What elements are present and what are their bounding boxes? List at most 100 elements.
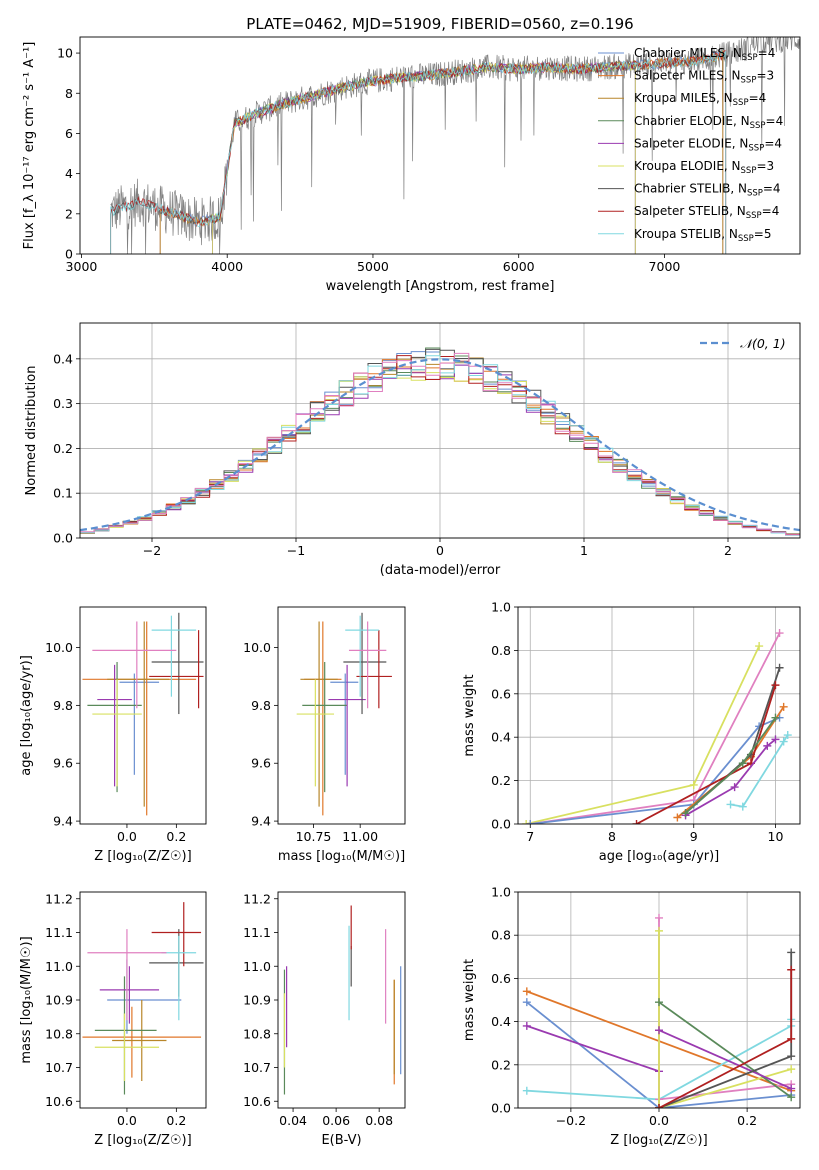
- weight-marker: [655, 998, 663, 1007]
- x-tick-label: 0.0: [649, 1113, 669, 1128]
- weight-marker: [522, 1086, 531, 1095]
- weight-marker: [771, 735, 780, 744]
- legend-label-sub: SSP: [733, 98, 749, 108]
- legend-label-tail: =5: [754, 227, 772, 241]
- legend-label-sub: SSP: [741, 166, 757, 176]
- legend-label: 𝒩(0, 1): [740, 336, 786, 351]
- legend-label: Chabrier MILES, NSSP=4: [634, 46, 775, 63]
- legend-label: Chabrier STELIB, NSSP=4: [634, 182, 781, 199]
- weight-marker: [755, 642, 764, 651]
- weight-line: [525, 645, 760, 824]
- age-vs-mass-panel: 10.75 11.00 9.4 9.6 9.8 10.0 mass [log₁₀(M/M☉)…: [243, 606, 406, 864]
- x-tick-label: −0.2: [556, 1113, 586, 1128]
- y-tick-label: 0.2: [53, 441, 73, 456]
- axes-frame: [277, 606, 406, 825]
- y-axis-label: age [log₁₀(age/yr)]: [19, 655, 34, 776]
- y-tick-label: 10.7: [45, 1060, 73, 1075]
- weight-marker: [681, 809, 690, 818]
- weight-vs-z-panel: −0.2 0.0 0.2 0.0 0.2 0.4 0.6 0.8 1.0 Z [log₁₀(Z/Z…: [462, 885, 801, 1148]
- weight-marker: [655, 1026, 663, 1035]
- weight-marker: [783, 731, 792, 740]
- y-tick-label: 0.6: [491, 971, 511, 986]
- x-tick-label: 0.08: [365, 1113, 393, 1128]
- y-tick-label: 0.1: [53, 486, 73, 501]
- weight-marker: [655, 926, 663, 935]
- y-tick-label: 9.4: [53, 814, 73, 829]
- weight-marker: [779, 737, 788, 746]
- legend-label: Salpeter STELIB, NSSP=4: [634, 204, 779, 221]
- weight-marker: [673, 813, 682, 822]
- y-axis-label: Flux [f_λ 10⁻¹⁷ erg cm⁻² s⁻¹ A⁻¹]: [22, 42, 37, 250]
- x-tick-label: 8: [608, 829, 616, 844]
- x-tick-label: 0: [436, 543, 444, 558]
- x-tick-label: 4000: [211, 259, 243, 274]
- y-tick-label: 9.6: [251, 756, 271, 771]
- weight-marker: [738, 759, 747, 768]
- y-tick-label: 10.8: [45, 1026, 73, 1041]
- model-line-salpeter-elodie: [212, 60, 636, 254]
- plot-area: [522, 913, 796, 1108]
- plot-area: [110, 37, 800, 254]
- x-axis-label: (data-model)/error: [380, 563, 501, 578]
- y-tick-label: 9.6: [53, 756, 73, 771]
- legend-label-main: Chabrier MILES, N: [634, 46, 742, 60]
- legend-label-sub: SSP: [746, 211, 762, 221]
- weight-marker: [526, 820, 535, 824]
- y-tick-label: 0.4: [53, 351, 73, 366]
- y-tick-label: 9.4: [251, 814, 271, 829]
- weight-marker: [726, 800, 735, 809]
- weight-marker: [787, 948, 796, 957]
- weight-marker: [763, 741, 772, 750]
- x-tick-label: 7000: [649, 259, 681, 274]
- weight-marker: [775, 629, 784, 638]
- legend-label: Kroupa MILES, NSSP=4: [634, 91, 766, 108]
- weight-line: [658, 1001, 792, 1098]
- y-tick-label: 11.0: [243, 959, 271, 974]
- y-tick-label: 11.2: [243, 891, 271, 906]
- plot-area: [80, 347, 800, 536]
- x-tick-label: 10: [768, 829, 784, 844]
- y-tick-label: 0.4: [491, 730, 511, 745]
- weight-marker: [771, 713, 780, 722]
- legend-label-tail: =4: [758, 46, 776, 60]
- legend-label-main: Kroupa MILES, N: [634, 91, 733, 105]
- y-tick-label: 0.2: [491, 1057, 511, 1072]
- weight-line: [658, 930, 792, 1108]
- x-axis-label: Z [log₁₀(Z/Z☉)]: [94, 849, 191, 864]
- x-tick-label: 11.00: [342, 829, 378, 844]
- y-tick-label: 9.8: [251, 698, 271, 713]
- y-tick-label: 10.0: [45, 640, 73, 655]
- y-tick-label: 0.3: [53, 396, 73, 411]
- y-tick-label: 0: [65, 247, 73, 262]
- weight-marker: [522, 998, 531, 1007]
- histogram-step: [80, 352, 800, 536]
- residuals-panel: −2 −1 0 1 2 0.0 0.1 0.2 0.3 0.4 (data-model)/error…: [24, 322, 801, 578]
- x-axis-label: mass [log₁₀(M/M☉)]: [278, 849, 405, 864]
- y-tick-label: 11.1: [243, 925, 271, 940]
- x-tick-label: −1: [287, 543, 305, 558]
- x-tick-label: 6000: [503, 259, 535, 274]
- y-tick-label: 0.4: [491, 1014, 511, 1029]
- y-tick-label: 10: [57, 46, 73, 61]
- plot-area: [82, 902, 204, 1095]
- legend-label: Kroupa ELODIE, NSSP=3: [634, 159, 774, 176]
- weight-marker: [787, 1065, 796, 1074]
- y-tick-label: 11.1: [45, 925, 73, 940]
- legend-label-main: Salpeter ELODIE, N: [634, 136, 748, 150]
- plot-area: [82, 612, 204, 816]
- y-tick-label: 10.0: [243, 640, 271, 655]
- mass-vs-z-panel: 0.0 0.2 10.6 10.7 10.8 10.9 11.0 11.1 11.2 Z [log…: [19, 891, 207, 1148]
- normal-curve: [80, 358, 800, 532]
- legend-label-tail: =4: [749, 91, 767, 105]
- y-tick-label: 4: [65, 166, 73, 181]
- y-tick-label: 0.8: [491, 643, 511, 658]
- y-tick-label: 0.0: [53, 531, 73, 546]
- plot-area: [283, 905, 402, 1095]
- weight-line: [530, 632, 781, 824]
- axes-frame: [79, 606, 207, 825]
- legend-label-sub: SSP: [738, 234, 754, 244]
- y-axis-label: mass weight: [462, 674, 477, 756]
- legend-label-main: Salpeter MILES, N: [634, 69, 741, 83]
- legend-label-tail: =4: [763, 182, 781, 196]
